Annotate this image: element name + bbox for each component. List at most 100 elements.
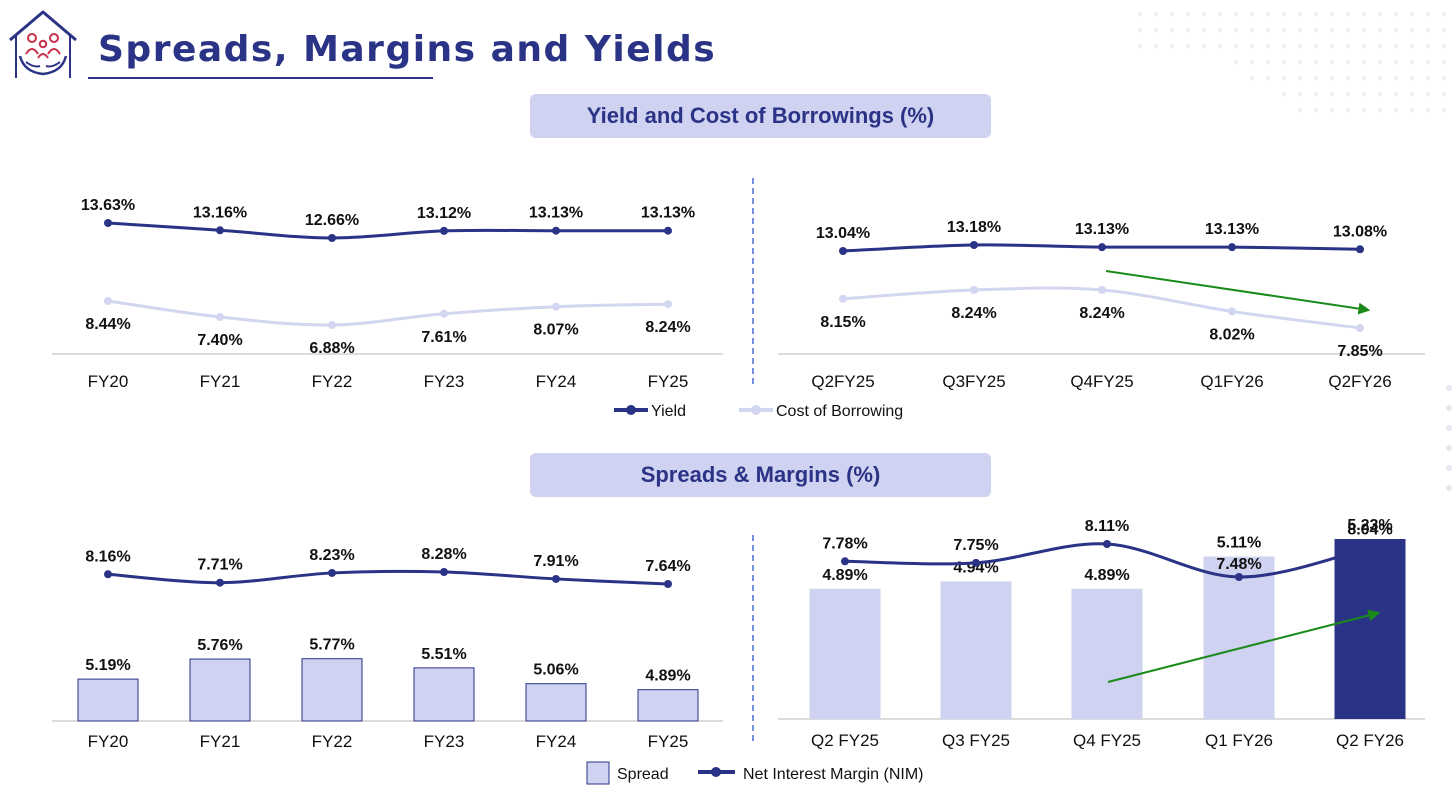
spread-data-label: 5.23% <box>1347 517 1392 534</box>
nim-data-label: 7.48% <box>1216 556 1261 573</box>
yield-point <box>1356 245 1364 254</box>
yield-data-label: 13.12% <box>417 205 471 222</box>
decorative-dot-grid <box>1137 11 1447 113</box>
x-tick-label: FY21 <box>200 372 241 391</box>
cost-data-label: 8.02% <box>1209 326 1254 343</box>
cost-data-label: 8.07% <box>533 322 578 339</box>
cost-of-borrowing-line <box>107 299 669 327</box>
x-tick-label: Q3FY25 <box>942 372 1005 391</box>
upward-trend-arrow <box>1107 609 1381 683</box>
spread-bar <box>1071 588 1143 719</box>
nim-line <box>107 569 669 586</box>
cost-data-label: 8.44% <box>85 316 130 333</box>
yield-point <box>1228 243 1236 252</box>
cost-data-label: 7.61% <box>421 329 466 346</box>
cost-data-label: 8.15% <box>820 314 865 331</box>
x-tick-label: FY24 <box>536 372 577 391</box>
chart-1: FY20 FY21 FY22 FY23 FY24 FY25 13.63% 13.16% 12.6… <box>52 197 723 391</box>
nim-point <box>440 568 448 576</box>
yield-point <box>552 226 560 235</box>
yield-data-label: 13.08% <box>1333 223 1387 240</box>
spread-data-label: 4.89% <box>1084 567 1129 584</box>
x-tick-label: FY24 <box>536 732 577 751</box>
yield-data-label: 13.13% <box>641 205 695 222</box>
yield-data-label: 12.66% <box>305 212 359 229</box>
yield-point <box>216 226 224 235</box>
logo-house-family-icon <box>9 10 77 78</box>
x-tick-label: FY23 <box>424 732 465 751</box>
nim-point <box>972 558 980 567</box>
spread-bar <box>1203 556 1275 719</box>
yield-data-label: 13.13% <box>1205 221 1259 238</box>
yield-data-label: 13.13% <box>1075 221 1129 238</box>
spread-data-label: 4.89% <box>822 567 867 584</box>
yield-point <box>970 241 978 249</box>
nim-data-label: 7.78% <box>822 535 867 552</box>
legend-top: Yield Cost of Borrowing <box>614 403 903 420</box>
x-tick-label: Q2FY25 <box>811 372 874 391</box>
x-tick-label: Q1 FY26 <box>1205 731 1273 750</box>
x-tick-label: Q2 FY25 <box>811 731 879 750</box>
x-tick-label: Q3 FY25 <box>942 731 1010 750</box>
nim-data-label: 7.71% <box>197 557 242 574</box>
cost-data-label: 8.24% <box>1079 305 1124 322</box>
nim-point <box>552 574 560 583</box>
spread-bar <box>77 678 139 722</box>
spreads-section-title: Spreads & Margins (%) <box>530 453 991 497</box>
yield-line <box>107 221 669 240</box>
spread-bar <box>525 683 587 722</box>
nim-point <box>104 570 112 579</box>
yield-data-label: 13.18% <box>947 219 1001 236</box>
spread-data-label: 5.11% <box>1217 535 1261 552</box>
cost-point <box>216 313 224 321</box>
spread-bar <box>1334 539 1406 719</box>
spread-data-label: 5.06% <box>533 662 578 679</box>
cost-point <box>440 309 448 318</box>
spread-data-label: 5.76% <box>197 637 242 654</box>
nim-data-label: 7.75% <box>953 537 998 554</box>
cost-data-label: 8.24% <box>951 305 996 322</box>
cost-point <box>328 321 336 329</box>
spread-data-label: 4.89% <box>645 668 690 685</box>
yield-section-title: Yield and Cost of Borrowings (%) <box>530 94 991 138</box>
x-tick-label: FY20 <box>88 372 129 391</box>
spread-data-label: 5.77% <box>309 637 354 654</box>
yield-point <box>104 219 112 227</box>
cost-point <box>970 286 978 294</box>
chart-2: Q2FY25 Q3FY25 Q4FY25 Q1FY26 Q2FY26 13.04% 13.1… <box>778 219 1425 391</box>
yield-data-label: 13.16% <box>193 204 247 221</box>
title-underline <box>88 77 433 79</box>
x-tick-label: Q4FY25 <box>1070 372 1133 391</box>
cost-data-label: 8.24% <box>645 319 690 336</box>
x-tick-label: FY25 <box>648 372 689 391</box>
yield-point <box>440 226 448 235</box>
legend-spread-swatch <box>586 761 610 785</box>
nim-point <box>1366 543 1374 552</box>
x-tick-label: FY23 <box>424 372 465 391</box>
legend-bottom: Spread Net Interest Margin (NIM) <box>586 761 923 785</box>
x-tick-label: FY22 <box>312 732 353 751</box>
spread-bar <box>637 689 699 722</box>
nim-point <box>328 568 336 577</box>
spread-bar <box>189 658 251 722</box>
nim-data-label: 8.11% <box>1085 518 1129 535</box>
yield-data-label: 13.04% <box>816 225 870 242</box>
nim-point <box>1235 573 1243 581</box>
legend-spread-label: Spread <box>617 766 669 783</box>
x-tick-label: Q2 FY26 <box>1336 731 1404 750</box>
spread-bar <box>301 658 363 722</box>
legend-yield-marker <box>626 405 636 415</box>
legend-cost-label: Cost of Borrowing <box>776 403 903 420</box>
spread-data-label: 5.51% <box>421 646 466 663</box>
page-title: Spreads, Margins and Yields <box>98 29 717 70</box>
yield-point <box>664 226 672 235</box>
nim-point <box>664 580 672 588</box>
x-tick-label: FY22 <box>312 372 353 391</box>
cost-point <box>1228 307 1236 316</box>
legend-yield-label: Yield <box>651 403 686 420</box>
nim-data-label: 7.64% <box>645 558 690 575</box>
yield-point <box>1098 243 1106 252</box>
decorative-side-dots <box>1446 385 1452 491</box>
spread-data-label: 5.19% <box>85 657 130 674</box>
